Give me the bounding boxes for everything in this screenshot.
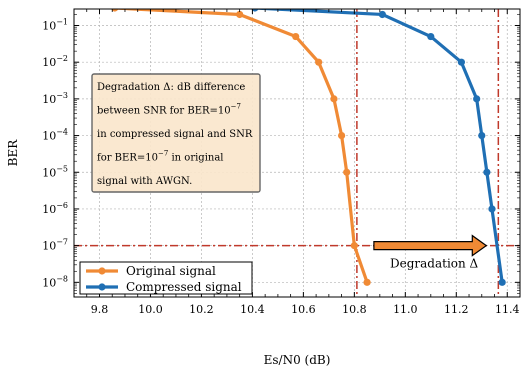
data-point (473, 95, 481, 103)
y-tick-label: 10−7 (42, 238, 68, 253)
legend-label: Compressed signal (126, 280, 242, 294)
legend-swatch-marker (98, 267, 106, 275)
annotation-box: Degradation Δ: dB difference between SNR … (91, 73, 261, 193)
annotation-line: for BER=10−7 in original (97, 150, 224, 164)
x-tick-label: 10.2 (189, 303, 214, 316)
legend: Original signal Compressed signal (79, 261, 253, 295)
legend-box (79, 261, 253, 295)
x-tick-label: 10.0 (138, 303, 163, 316)
annotation-line: Degradation Δ: dB difference (97, 82, 245, 93)
axis-ticks: 9.8 10.0 10.2 10.4 10.6 10.8 11.0 11.2 11.4 10−1 1… (42, 9, 520, 316)
data-point (488, 205, 496, 213)
x-axis-label: Es/N0 (dB) (264, 353, 331, 367)
x-tick-label: 10.6 (291, 303, 316, 316)
x-tick-label: 9.8 (91, 303, 109, 316)
data-point (350, 242, 358, 250)
y-tick-label: 10−5 (42, 164, 68, 179)
legend-label: Original signal (126, 264, 216, 278)
y-tick-label: 10−6 (42, 201, 68, 216)
degradation-arrow-label: Degradation Δ (390, 257, 479, 271)
data-point (251, 9, 259, 12)
y-axis-label: BER (6, 139, 20, 167)
degradation-arrow: Degradation Δ (373, 234, 488, 271)
annotation-line: in compressed signal and SNR (97, 129, 253, 140)
y-tick-label: 10−3 (42, 91, 68, 106)
degradation-arrow-shape (373, 234, 488, 257)
data-point (338, 131, 346, 140)
series-layer (111, 9, 506, 286)
x-tick-label: 11.0 (393, 303, 418, 316)
data-point (363, 278, 371, 286)
data-point (236, 10, 244, 19)
y-tick-label: 10−2 (42, 54, 68, 69)
y-tick-label: 10−8 (42, 274, 68, 289)
y-tick-label: 10−1 (42, 18, 68, 33)
data-point (315, 58, 323, 66)
data-point (478, 131, 486, 140)
x-tick-label: 11.2 (444, 303, 469, 316)
data-point (483, 168, 491, 176)
data-point (378, 10, 386, 19)
data-point (427, 32, 435, 41)
x-tick-label: 11.4 (495, 303, 520, 316)
annotation-line: signal with AWGN. (97, 176, 192, 187)
data-point (498, 278, 506, 286)
data-point (111, 9, 119, 12)
plot-frame (73, 8, 521, 298)
x-tick-label: 10.8 (342, 303, 367, 316)
data-point (330, 95, 338, 103)
annotation-line: between SNR for BER=10−7 (97, 103, 241, 117)
y-tick-label: 10−4 (42, 128, 68, 143)
x-tick-label: 10.4 (240, 303, 265, 316)
data-point (292, 32, 300, 41)
annotation-background (91, 73, 261, 193)
data-point (343, 168, 351, 176)
legend-swatch-marker (98, 283, 106, 291)
data-point (457, 58, 465, 66)
